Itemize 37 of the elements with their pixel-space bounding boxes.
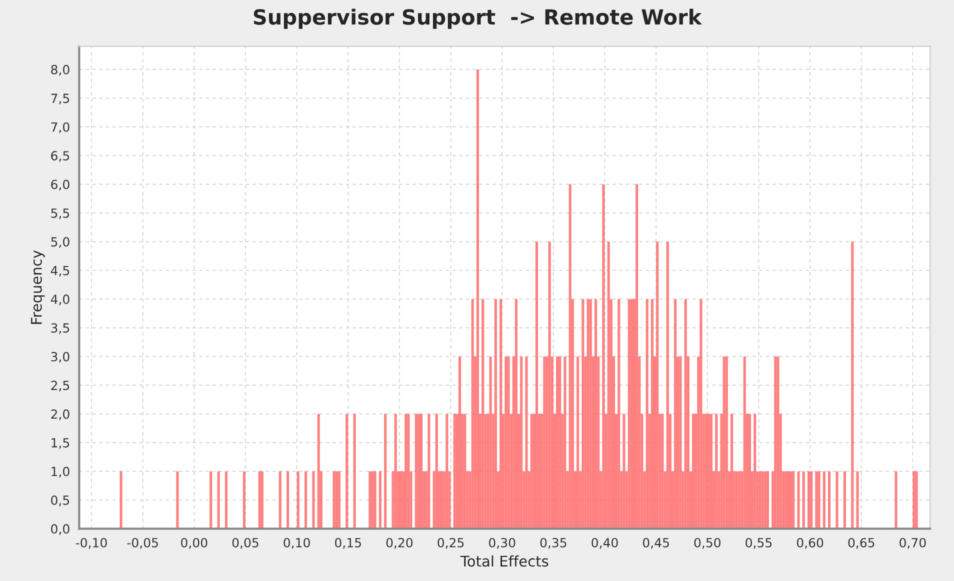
x-tick-label: -0,10: [76, 538, 107, 549]
y-tick-label: 5,0: [51, 237, 70, 248]
x-tick-label: 0,25: [438, 538, 464, 549]
y-tick-label: 0,0: [51, 524, 70, 535]
y-tick-label: 7,5: [51, 94, 70, 104]
y-tick-label: 3,0: [51, 352, 70, 363]
y-tick-label: 4,5: [50, 266, 70, 277]
chart-title: Suppervisor Support -> Remote Work: [254, 8, 702, 29]
y-tick-label: 6,5: [51, 151, 70, 162]
x-tick-label: 0,10: [284, 538, 310, 549]
x-tick-label: 0,60: [796, 538, 824, 549]
x-tick-label: 0,30: [489, 538, 516, 549]
x-tick-label: 0,00: [181, 538, 208, 549]
y-tick-label: 0,5: [51, 495, 70, 506]
x-tick-label: 0,35: [540, 538, 566, 549]
x-tick-label: 0,05: [232, 538, 258, 549]
y-tick-label: 8,0: [51, 64, 70, 76]
x-axis-title: Total Effects: [460, 555, 548, 567]
x-tick-label: 0,45: [642, 538, 669, 549]
x-tick-label: 0,65: [848, 538, 874, 549]
y-tick-label: 6,0: [51, 180, 70, 190]
y-tick-label: 2,5: [51, 380, 70, 392]
x-tick-label: 0,50: [694, 538, 720, 549]
y-tick-label: 2,0: [51, 409, 70, 420]
y-tick-label: 1,0: [52, 466, 70, 478]
x-tick-label: 0,40: [592, 538, 618, 549]
y-axis-title: Frequency: [31, 250, 45, 324]
y-tick-label: 7,0: [51, 122, 70, 134]
y-tick-label: 1,5: [52, 438, 70, 449]
y-tick-label: 3,5: [51, 323, 70, 334]
x-tick-label: 0,20: [386, 538, 413, 549]
x-tick-label: 0,15: [335, 538, 361, 549]
y-tick-label: 4,0: [50, 294, 70, 306]
x-tick-label: -0,05: [127, 538, 158, 549]
x-tick-label: 0,70: [900, 538, 926, 549]
x-tick-label: 0,55: [746, 538, 772, 549]
y-tick-label: 5,5: [51, 208, 70, 220]
